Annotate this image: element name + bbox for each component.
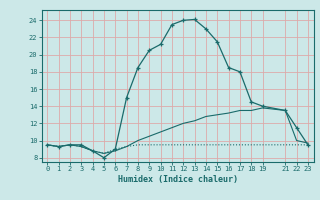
X-axis label: Humidex (Indice chaleur): Humidex (Indice chaleur) bbox=[118, 175, 237, 184]
